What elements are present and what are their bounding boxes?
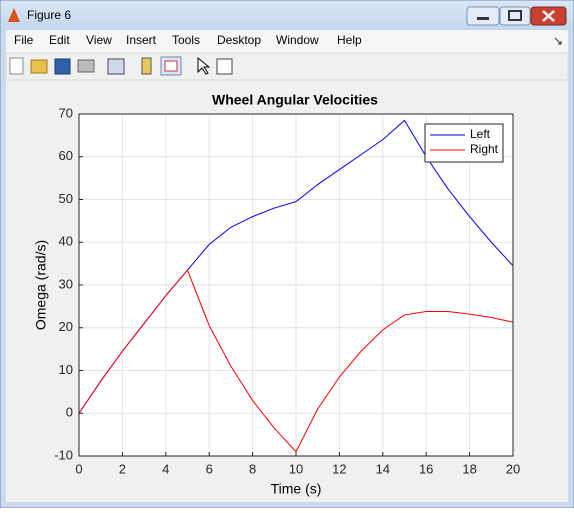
menu-item[interactable]: File bbox=[14, 33, 34, 47]
menu-item[interactable]: Edit bbox=[49, 33, 70, 47]
property-icon[interactable] bbox=[216, 58, 233, 75]
x-tick-label: 16 bbox=[419, 461, 433, 476]
legend-icon-inner bbox=[164, 60, 178, 72]
new-icon[interactable] bbox=[9, 57, 24, 75]
y-tick-label: 10 bbox=[59, 362, 73, 377]
pointer-icon[interactable] bbox=[197, 56, 211, 75]
menu-item[interactable]: Desktop bbox=[217, 33, 261, 47]
minimize-icon bbox=[477, 17, 489, 20]
menu-item[interactable]: Window bbox=[276, 33, 319, 47]
axes-box bbox=[78, 113, 514, 457]
x-tick-label: 20 bbox=[506, 461, 520, 476]
x-tick-label: 18 bbox=[462, 461, 476, 476]
x-tick-label: 4 bbox=[162, 461, 169, 476]
menu-item[interactable]: Insert bbox=[126, 33, 157, 47]
x-axis-label: Time (s) bbox=[271, 481, 322, 497]
colorbar-icon[interactable] bbox=[141, 57, 152, 75]
x-tick-label: 2 bbox=[119, 461, 126, 476]
y-axis-label: Omega (rad/s) bbox=[33, 240, 49, 330]
x-tick-label: 6 bbox=[206, 461, 213, 476]
maximize-button[interactable] bbox=[499, 6, 531, 26]
print-icon[interactable] bbox=[77, 59, 95, 73]
x-tick-label: 10 bbox=[289, 461, 303, 476]
open-icon[interactable] bbox=[30, 59, 48, 74]
chart-title: Wheel Angular Velocities bbox=[212, 92, 378, 108]
dock-arrow[interactable] bbox=[554, 37, 562, 45]
save-icon[interactable] bbox=[54, 58, 71, 75]
x-tick-label: 8 bbox=[249, 461, 256, 476]
y-tick-label: 0 bbox=[66, 405, 73, 420]
x-tick-label: 14 bbox=[376, 461, 390, 476]
link-icon[interactable] bbox=[107, 58, 125, 75]
legend-label: Left bbox=[470, 127, 491, 141]
app-icon bbox=[8, 8, 20, 22]
legend-box bbox=[424, 123, 504, 163]
x-tick-label: 0 bbox=[75, 461, 82, 476]
y-tick-label: 60 bbox=[59, 148, 73, 163]
y-tick-label: 30 bbox=[59, 276, 73, 291]
y-tick-label: 20 bbox=[59, 319, 73, 334]
legend-label: Right bbox=[470, 142, 499, 156]
series-line bbox=[78, 269, 514, 453]
menu-item[interactable]: View bbox=[86, 33, 112, 47]
x-tick-label: 12 bbox=[332, 461, 346, 476]
window-title: Figure 6 bbox=[27, 8, 71, 22]
close-icon bbox=[542, 10, 555, 22]
y-tick-label: 50 bbox=[59, 191, 73, 206]
maximize-icon bbox=[508, 10, 522, 21]
minimize-button[interactable] bbox=[466, 6, 500, 26]
y-tick-label: 70 bbox=[59, 105, 73, 120]
menu-item[interactable]: Tools bbox=[172, 33, 200, 47]
menu-item[interactable]: Help bbox=[337, 33, 362, 47]
toolbar bbox=[5, 52, 569, 81]
menu-bar bbox=[6, 30, 568, 52]
y-tick-label: 40 bbox=[59, 234, 73, 249]
y-tick-label: -10 bbox=[54, 447, 73, 462]
